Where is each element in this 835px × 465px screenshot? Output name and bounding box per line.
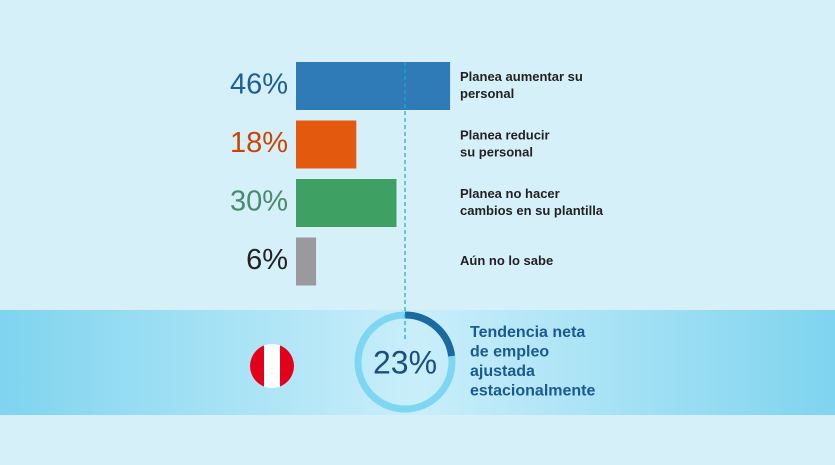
gauge-label: de empleo xyxy=(470,344,549,361)
band xyxy=(0,310,835,415)
gauge-value: 23% xyxy=(373,344,437,380)
flag xyxy=(250,344,294,388)
value-label: 30% xyxy=(230,186,288,218)
gauge-arc xyxy=(404,311,456,357)
value-label: 46% xyxy=(230,69,288,101)
bar xyxy=(296,62,451,110)
bar xyxy=(296,179,397,227)
gauge-label: Tendencia neta xyxy=(470,324,585,341)
category-label: Planea aumentar su xyxy=(460,69,583,84)
value-label: 6% xyxy=(246,244,288,276)
category-label: cambios en su plantilla xyxy=(460,203,604,218)
category-label: Planea reducir xyxy=(460,127,550,142)
category-label: su personal xyxy=(460,144,533,159)
gauge-label: ajustada xyxy=(470,363,535,380)
category-label: personal xyxy=(460,86,514,101)
gauge-label: estacionalmente xyxy=(470,383,595,400)
value-label: 18% xyxy=(230,127,288,159)
bar xyxy=(296,120,357,169)
bar xyxy=(296,237,317,286)
category-label: Aún no lo sabe xyxy=(460,253,553,268)
category-label: Planea no hacer xyxy=(460,186,560,201)
